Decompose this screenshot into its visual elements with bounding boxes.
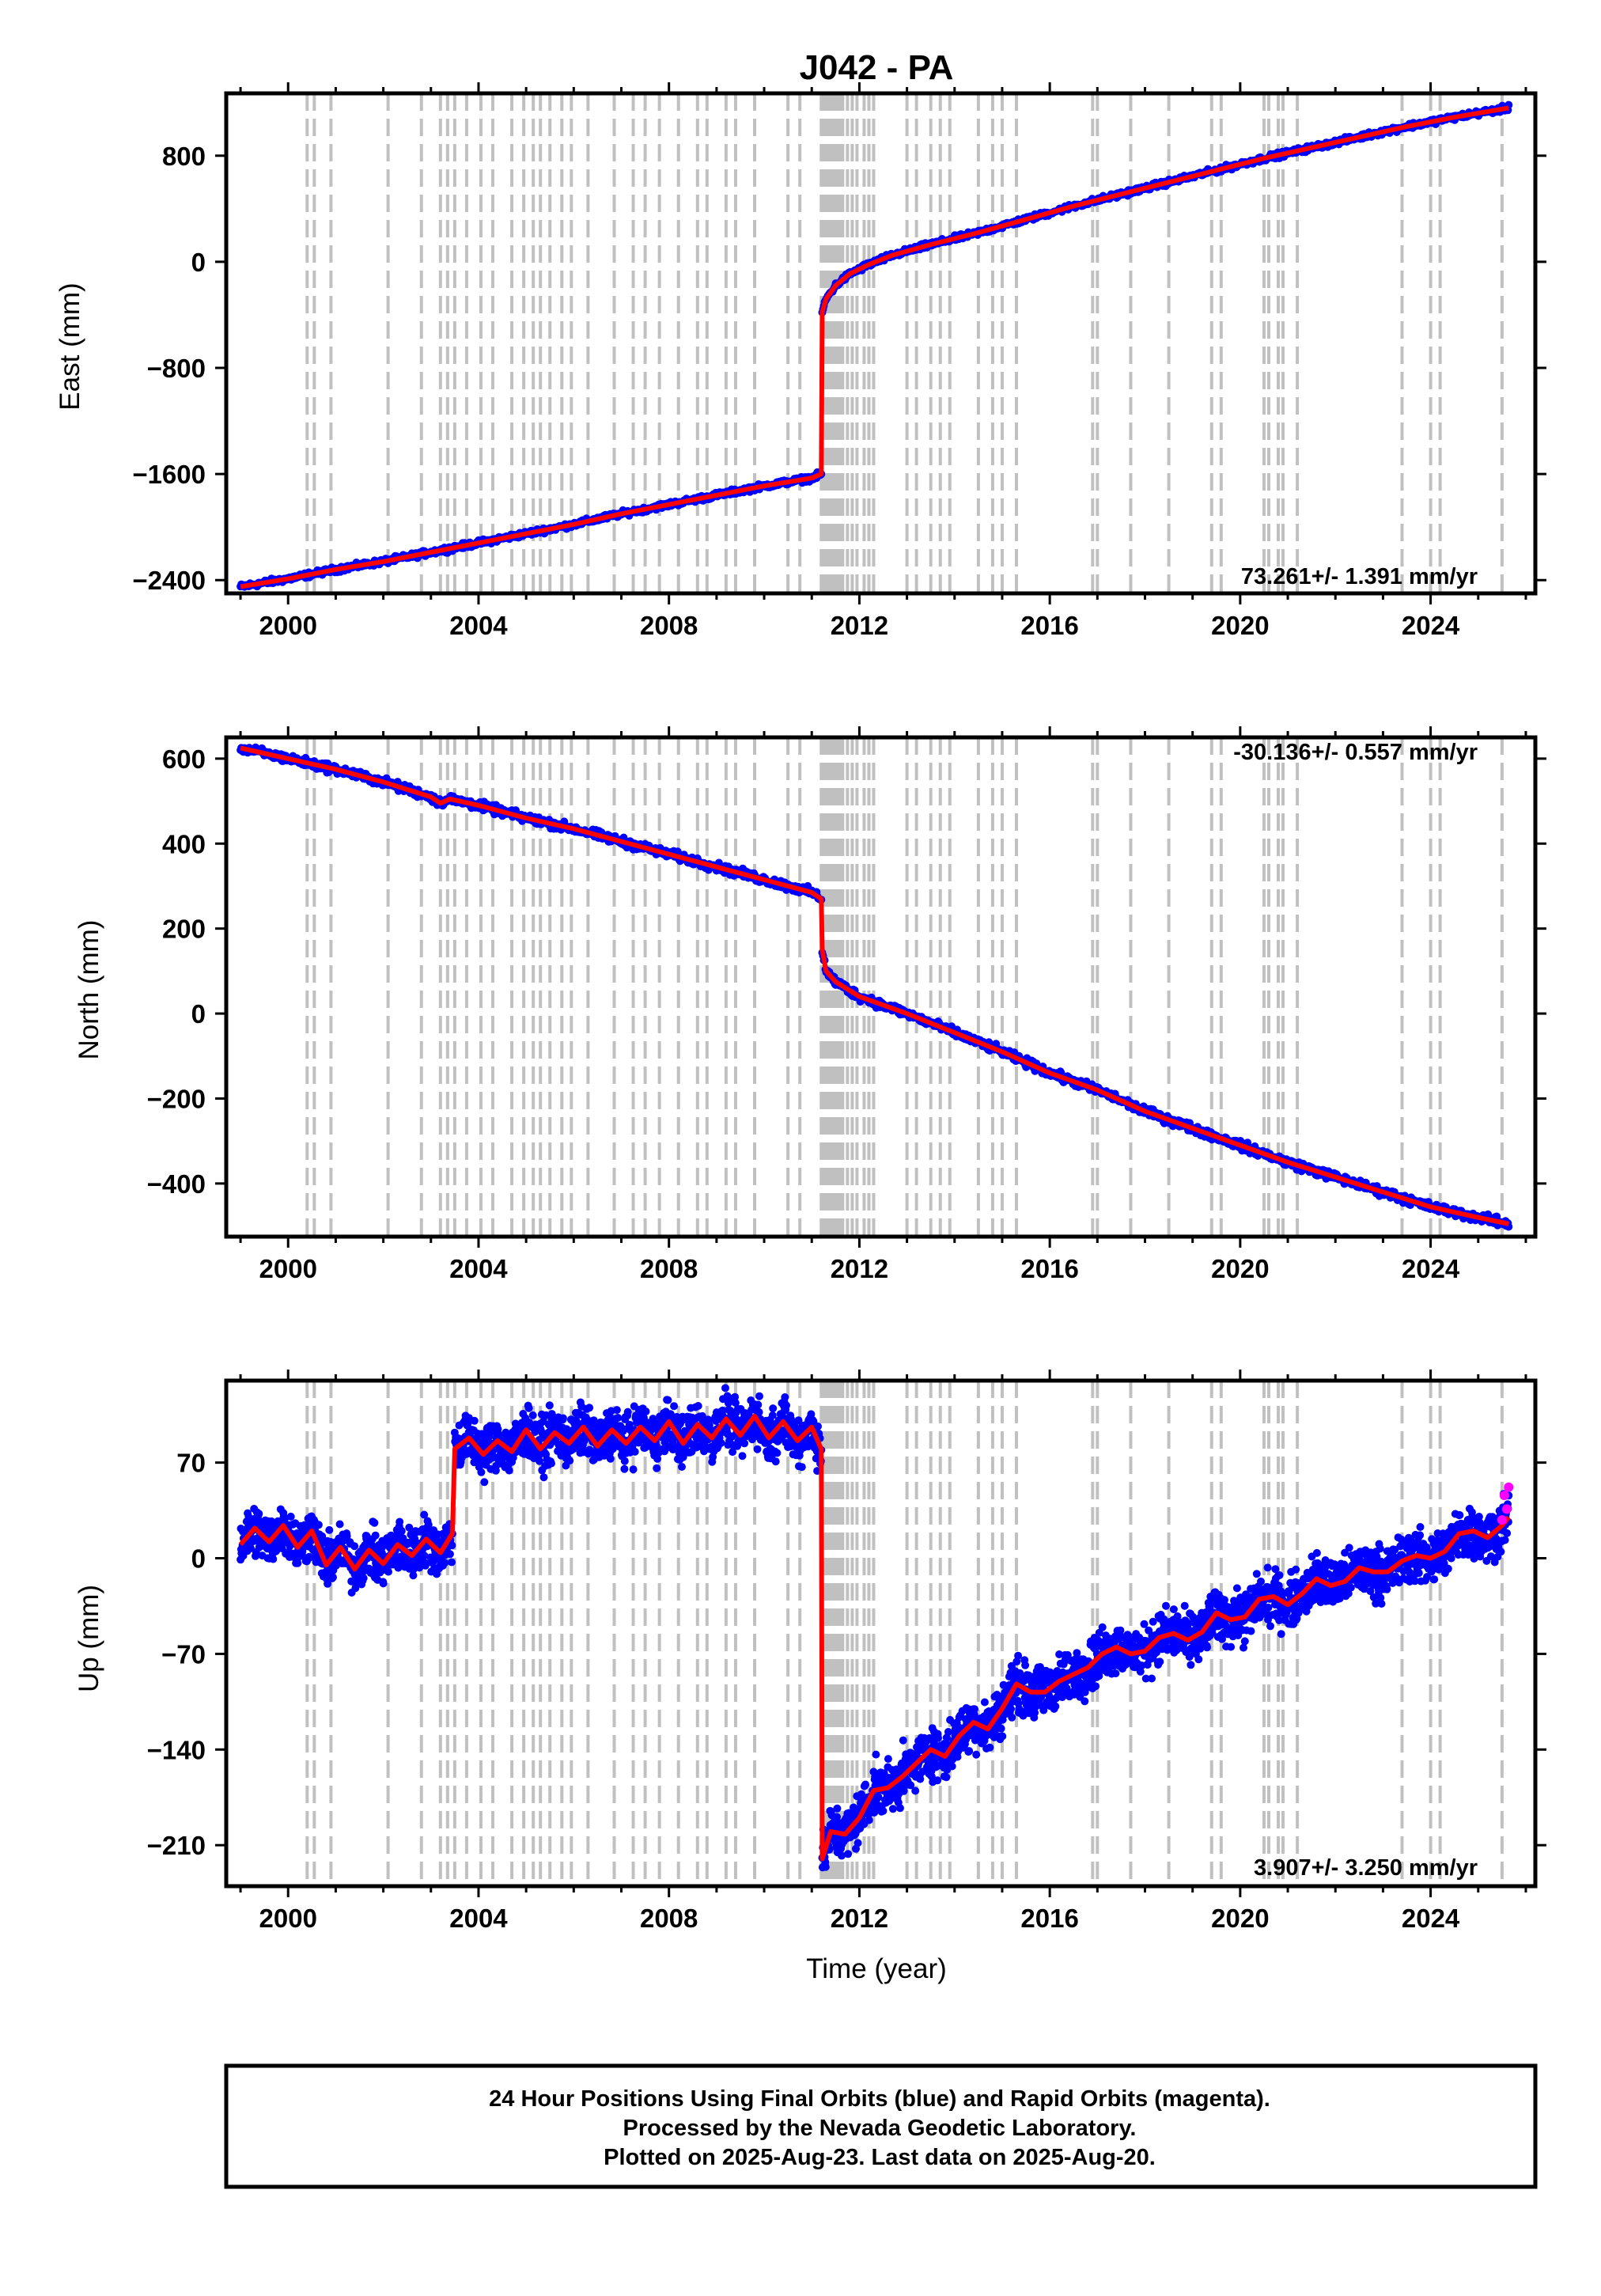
north-ytick-label: 600: [162, 744, 206, 774]
up-final-point: [630, 1447, 639, 1456]
up-final-point: [335, 1520, 344, 1529]
up-final-point: [286, 1512, 295, 1521]
up-final-point: [620, 1464, 629, 1473]
north-xtick-label: 2004: [449, 1254, 508, 1283]
up-final-point: [545, 1401, 554, 1410]
north-panel: −400 −200 0 200 400 600 2000 2004 2008 2012 2016 20…: [74, 726, 1546, 1283]
north-xtick-label: 2000: [259, 1254, 317, 1283]
east-ytick-label: −2400: [132, 566, 206, 595]
north-xtick-label: 2012: [831, 1254, 888, 1283]
up-final-point: [717, 1438, 725, 1447]
north-data: [237, 743, 1513, 1231]
east-ytick-label: −1600: [132, 460, 206, 489]
up-final-point: [566, 1457, 574, 1465]
up-final-point: [505, 1466, 513, 1475]
east-data: [237, 100, 1513, 591]
east-xtick-label: 2020: [1211, 611, 1269, 640]
up-final-point: [670, 1402, 679, 1411]
north-ytick-label: −200: [147, 1084, 206, 1113]
up-final-point: [350, 1542, 359, 1551]
north-xtick-label: 2016: [1020, 1254, 1078, 1283]
up-final-point: [664, 1396, 672, 1404]
up-final-point: [329, 1573, 337, 1582]
chart-title: J042 - PA: [800, 48, 954, 87]
up-final-point: [314, 1521, 323, 1529]
east-xtick-label: 2008: [640, 611, 698, 640]
up-final-point: [448, 1558, 456, 1567]
up-final-point: [547, 1459, 555, 1468]
up-final-point: [612, 1406, 621, 1415]
east-xtick-label: 2000: [259, 611, 317, 640]
north-ytick-label: 0: [191, 999, 206, 1029]
east-panel: −2400 −1600 −800 0 800 2000 2004 2008 2012 2016 20…: [55, 82, 1546, 640]
up-final-point: [620, 1457, 629, 1465]
east-xtick-label: 2004: [449, 611, 508, 640]
east-event-lines: [305, 93, 1504, 593]
east-xtick-label: 2024: [1402, 611, 1460, 640]
east-model-line: [240, 105, 1509, 589]
up-final-point: [694, 1402, 702, 1410]
up-final-point: [371, 1531, 380, 1540]
up-final-point: [606, 1454, 615, 1463]
east-frame: [224, 91, 1538, 596]
east-ytick-label: −800: [147, 354, 206, 383]
up-final-point: [384, 1567, 392, 1576]
up-final-point: [653, 1464, 661, 1472]
north-frame: [224, 735, 1538, 1239]
up-final-point: [396, 1517, 404, 1526]
up-final-point: [255, 1510, 263, 1518]
up-final-point: [642, 1408, 650, 1415]
up-final-point: [370, 1518, 379, 1527]
north-event-lines: [305, 737, 1504, 1237]
north-xtick-label: 2008: [640, 1254, 698, 1283]
up-final-point: [559, 1414, 567, 1423]
east-ytick-label: 0: [191, 248, 206, 277]
up-final-point: [445, 1550, 454, 1559]
east-xtick-label: 2012: [831, 611, 888, 640]
north-ytick-label: 400: [162, 829, 206, 858]
up-final-point: [524, 1404, 533, 1412]
east-axes: −2400 −1600 −800 0 800 2000 2004 2008 2012 2016 20…: [132, 82, 1546, 640]
up-final-point: [585, 1404, 594, 1412]
north-ytick-label: −400: [147, 1169, 206, 1199]
north-ylabel: North (mm): [74, 920, 104, 1060]
up-final-point: [359, 1574, 368, 1582]
up-final-point: [325, 1525, 334, 1534]
east-ytick-label: 800: [162, 142, 206, 171]
up-final-point: [379, 1579, 388, 1588]
north-ytick-label: 200: [162, 915, 206, 944]
up-final-point: [470, 1416, 479, 1425]
up-final-point: [623, 1408, 632, 1416]
east-xtick-label: 2016: [1020, 611, 1078, 640]
up-final-point: [539, 1473, 548, 1482]
up-final-point: [614, 1414, 623, 1422]
north-rate-label: -30.136+/- 0.557 mm/yr: [1233, 740, 1478, 765]
up-final-point: [293, 1559, 302, 1567]
east-ylabel: East (mm): [55, 282, 85, 410]
up-final-point: [269, 1555, 278, 1563]
up-final-point: [477, 1468, 486, 1476]
east-rate-label: 73.261+/- 1.391 mm/yr: [1241, 564, 1478, 589]
up-final-point: [397, 1527, 406, 1536]
north-xtick-label: 2024: [1402, 1254, 1460, 1283]
up-final-point: [629, 1465, 638, 1474]
up-final-point: [441, 1559, 449, 1567]
up-final-point: [678, 1463, 686, 1471]
up-final-point: [528, 1411, 537, 1419]
up-final-point: [480, 1478, 489, 1487]
north-xtick-label: 2020: [1211, 1254, 1269, 1283]
